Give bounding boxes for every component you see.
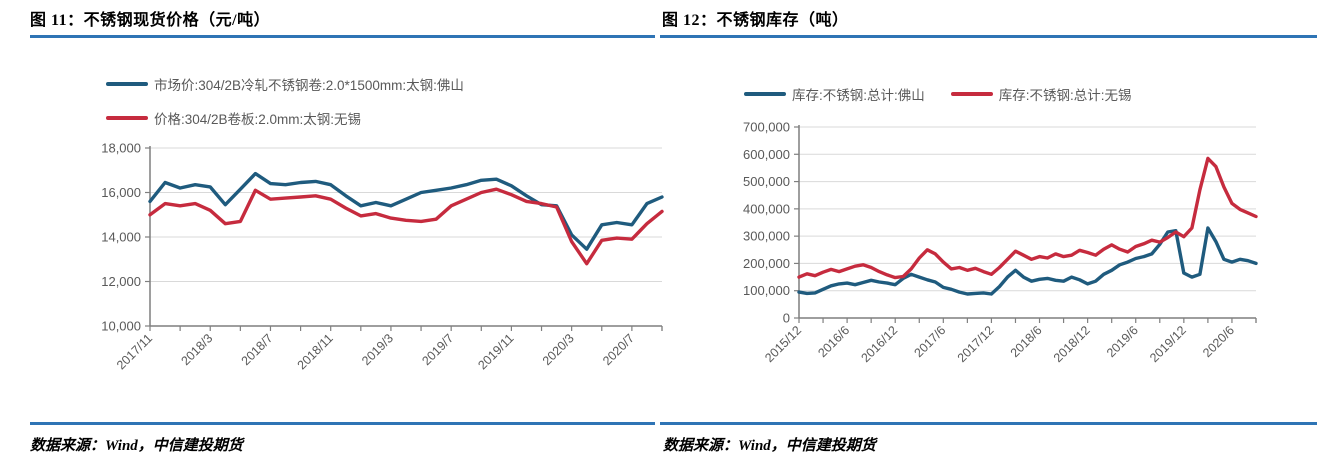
- svg-text:200,000: 200,000: [743, 256, 790, 271]
- svg-text:2020/3: 2020/3: [540, 331, 577, 368]
- svg-text:2019/3: 2019/3: [359, 331, 396, 368]
- figure-11-title-rule: [30, 35, 655, 38]
- svg-text:2019/6: 2019/6: [1104, 323, 1141, 360]
- figure-12-legend: 库存:不锈钢:总计:佛山 库存:不锈钢:总计:无锡: [744, 84, 1132, 104]
- legend-swatch-blue-line: [106, 81, 148, 87]
- legend-label: 价格:304/2B卷板:2.0mm:太钢:无锡: [154, 112, 362, 127]
- svg-text:2016/12: 2016/12: [858, 323, 900, 365]
- svg-text:300,000: 300,000: [743, 229, 790, 244]
- svg-text:500,000: 500,000: [743, 174, 790, 189]
- svg-text:2018/7: 2018/7: [239, 331, 276, 368]
- figure-11-legend: 市场价:304/2B冷轧不锈钢卷:2.0*1500mm:太钢:佛山 价格:304…: [106, 74, 464, 128]
- figure-12-data-source: 数据来源：Wind，中信建投期货: [663, 438, 876, 454]
- legend-label: 市场价:304/2B冷轧不锈钢卷:2.0*1500mm:太钢:佛山: [154, 78, 464, 93]
- svg-text:2018/11: 2018/11: [295, 331, 336, 372]
- figure-11-bottom-rule: [30, 422, 655, 425]
- legend-item-foshan-market-price: 市场价:304/2B冷轧不锈钢卷:2.0*1500mm:太钢:佛山: [106, 74, 464, 94]
- stainless-steel-inventory-chart: 0 100,000 200,000 300,000 400,000 500,000 600,…: [743, 120, 1258, 365]
- svg-text:14,000: 14,000: [101, 230, 141, 245]
- legend-swatch-blue-line: [744, 91, 786, 97]
- figure-11-data-source: 数据来源：Wind，中信建投期货: [30, 438, 243, 454]
- svg-text:2020/6: 2020/6: [1200, 323, 1237, 360]
- svg-text:700,000: 700,000: [743, 120, 790, 135]
- svg-text:18,000: 18,000: [101, 141, 141, 156]
- stainless-steel-price-chart: 10,000 12,000 14,000 16,000 18,000 2017/11 201…: [101, 141, 664, 372]
- svg-text:2019/11: 2019/11: [475, 331, 516, 372]
- svg-text:0: 0: [783, 311, 790, 326]
- svg-text:2017/6: 2017/6: [912, 323, 949, 360]
- svg-text:10,000: 10,000: [101, 319, 141, 334]
- svg-text:2016/6: 2016/6: [815, 323, 852, 360]
- svg-text:2017/12: 2017/12: [955, 323, 997, 365]
- legend-swatch-red-line: [106, 115, 148, 121]
- svg-text:2017/11: 2017/11: [114, 331, 155, 372]
- legend-item-wuxi-price: 价格:304/2B卷板:2.0mm:太钢:无锡: [106, 108, 464, 128]
- svg-text:2019/12: 2019/12: [1147, 323, 1189, 365]
- figure-12-title-rule: [660, 35, 1317, 38]
- svg-text:600,000: 600,000: [743, 147, 790, 162]
- legend-item-wuxi-inventory: 库存:不锈钢:总计:无锡: [950, 84, 1132, 104]
- svg-text:2019/7: 2019/7: [419, 331, 456, 368]
- figure-11-title: 图 11：不锈钢现货价格（元/吨）: [30, 12, 271, 29]
- svg-text:2015/12: 2015/12: [762, 323, 804, 365]
- svg-text:400,000: 400,000: [743, 201, 790, 216]
- svg-text:100,000: 100,000: [743, 283, 790, 298]
- svg-text:2018/12: 2018/12: [1051, 323, 1093, 365]
- legend-label: 库存:不锈钢:总计:无锡: [998, 88, 1132, 103]
- svg-text:2018/6: 2018/6: [1008, 323, 1045, 360]
- legend-swatch-red-line: [950, 91, 993, 97]
- svg-text:12,000: 12,000: [101, 274, 141, 289]
- svg-text:16,000: 16,000: [101, 185, 141, 200]
- svg-text:2020/7: 2020/7: [600, 331, 637, 368]
- figure-12-bottom-rule: [660, 422, 1317, 425]
- legend-label: 库存:不锈钢:总计:佛山: [792, 88, 925, 103]
- figure-12-title: 图 12：不锈钢库存（吨）: [662, 12, 849, 29]
- legend-item-foshan-inventory: 库存:不锈钢:总计:佛山: [744, 84, 925, 104]
- svg-text:2018/3: 2018/3: [178, 331, 215, 368]
